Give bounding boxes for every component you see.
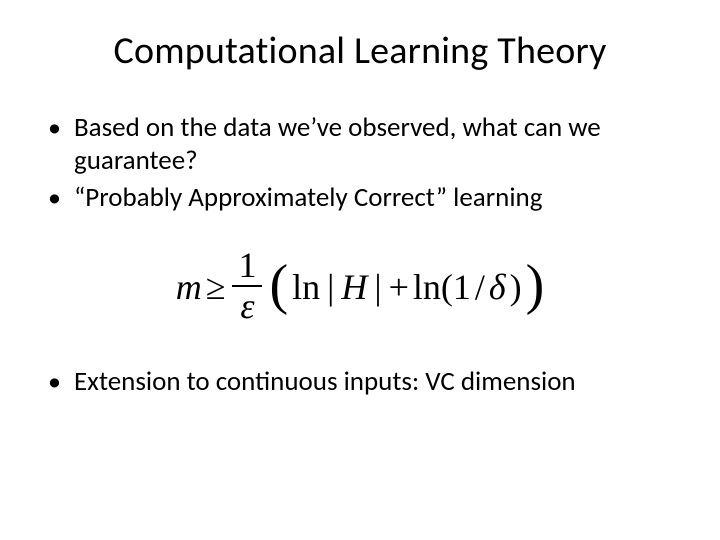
- bullet-item-1: Based on the data we’ve observed, what c…: [48, 112, 680, 178]
- frac-denominator: ε: [234, 287, 260, 327]
- slash-symbol: /: [475, 266, 485, 308]
- frac-numerator: 1: [232, 247, 262, 287]
- open-paren-icon: (: [269, 253, 288, 317]
- ln-1: ln: [292, 266, 320, 308]
- formula-block: m ≥ 1 ε ( ln | H | + ln(1 / δ ) ): [40, 247, 680, 326]
- pipe-close: |: [371, 266, 384, 308]
- bullet-item-3: Extension to continuous inputs: VC dimen…: [48, 366, 680, 399]
- pipe-open: |: [324, 266, 337, 308]
- fraction: 1 ε: [232, 247, 262, 326]
- close-paren-icon: ): [526, 253, 545, 317]
- bullet-list: Based on the data we’ve observed, what c…: [40, 112, 680, 215]
- close-inner-paren: ): [510, 266, 522, 308]
- slide-title: Computational Learning Theory: [40, 28, 680, 74]
- formula-m: m: [176, 266, 202, 308]
- plus-symbol: +: [389, 266, 409, 308]
- ln-2: ln(1: [413, 266, 471, 308]
- formula-H: H: [341, 266, 367, 308]
- pac-formula: m ≥ 1 ε ( ln | H | + ln(1 / δ ) ): [176, 247, 545, 326]
- bullet-list-2: Extension to continuous inputs: VC dimen…: [40, 366, 680, 399]
- formula-delta: δ: [489, 266, 506, 308]
- bullet-item-2: “Probably Approximately Correct” learnin…: [48, 182, 680, 215]
- geq-symbol: ≥: [206, 266, 226, 308]
- slide: Computational Learning Theory Based on t…: [0, 0, 720, 540]
